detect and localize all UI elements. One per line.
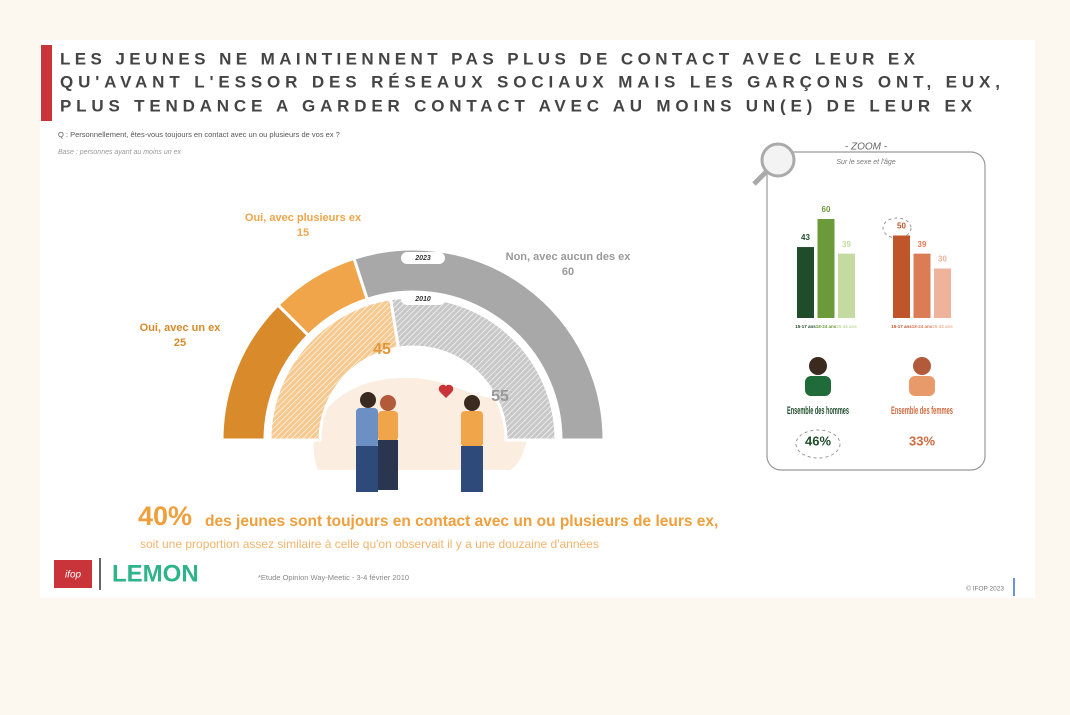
bar-category: 18-24 ans (816, 324, 837, 329)
magnifier-handle (752, 170, 768, 186)
bar-category: 18-24 ans (912, 324, 933, 329)
segment-value: 25 (174, 337, 186, 349)
year-label: 2010 (414, 296, 431, 303)
year-label: 2023 (414, 255, 431, 262)
illustration (313, 377, 528, 492)
bar (913, 253, 931, 318)
segment-label: Oui, avec plusieurs ex (245, 212, 362, 224)
bar (797, 247, 814, 318)
segment-value: 60 (562, 266, 574, 278)
bar-value: 60 (822, 205, 831, 214)
woman-icon (913, 357, 931, 375)
base: Base : personnes ayant au moins un ex (58, 149, 181, 156)
bar-value: 50 (897, 222, 906, 231)
segment-value: 55 (491, 388, 509, 405)
ifop-logo (54, 560, 92, 588)
segment-value: 15 (297, 227, 309, 239)
bar-category: 15-17 ans (795, 324, 816, 329)
title-bar (41, 45, 52, 121)
magnifier (760, 142, 796, 178)
man-icon (809, 357, 827, 375)
bar (934, 268, 951, 318)
zoom-title: - ZOOM - (845, 142, 888, 153)
group-total-value: 46% (805, 433, 831, 448)
headline-figure: 40% (138, 501, 192, 531)
bar-category: 25-34 ans (836, 324, 857, 329)
bar-value: 43 (801, 233, 810, 242)
bar-value: 39 (918, 240, 927, 249)
segment-value: 45 (373, 341, 391, 358)
woman-icon (909, 376, 935, 396)
bar-category: 15-17 ans (891, 324, 912, 329)
ifop-logo-text: ifop (65, 570, 82, 581)
segment-label: Oui, avec un ex (140, 322, 222, 334)
year-pill (401, 293, 445, 305)
donut-segment (388, 295, 558, 442)
question: Q : Personnellement, êtes-vous toujours … (58, 130, 340, 139)
bar (838, 253, 855, 318)
year-pill (401, 252, 445, 264)
headline-subtext: soit une proportion assez similaire à ce… (140, 537, 599, 551)
copyright: © IFOP 2023 (966, 585, 1004, 593)
zoom-subtitle: Sur le sexe et l'âge (836, 159, 895, 166)
bar-value: 30 (938, 255, 947, 264)
headline-text: des jeunes sont toujours en contact avec… (205, 513, 718, 530)
group-total-label: Ensemble des hommes (787, 405, 849, 417)
footnote: *Etude Opinion Way-Meetic - 3-4 février … (258, 573, 409, 582)
highlight-ring (795, 429, 841, 459)
man-icon (805, 376, 831, 396)
lemon-logo: LEMON (112, 560, 199, 587)
group-total-value: 33% (909, 433, 935, 448)
group-total-label: Ensemble des femmes (891, 405, 953, 417)
bar (817, 219, 835, 318)
bar-value: 39 (842, 240, 851, 249)
donut-segment (352, 247, 606, 442)
bar-category: 25-34 ans (932, 324, 953, 329)
bar (893, 235, 910, 318)
zoom-frame (766, 151, 986, 471)
title-line: LES JEUNES NE MAINTIENNENT PAS PLUS DE C… (60, 49, 916, 68)
segment-label: Non, avec aucun des ex (506, 251, 632, 263)
